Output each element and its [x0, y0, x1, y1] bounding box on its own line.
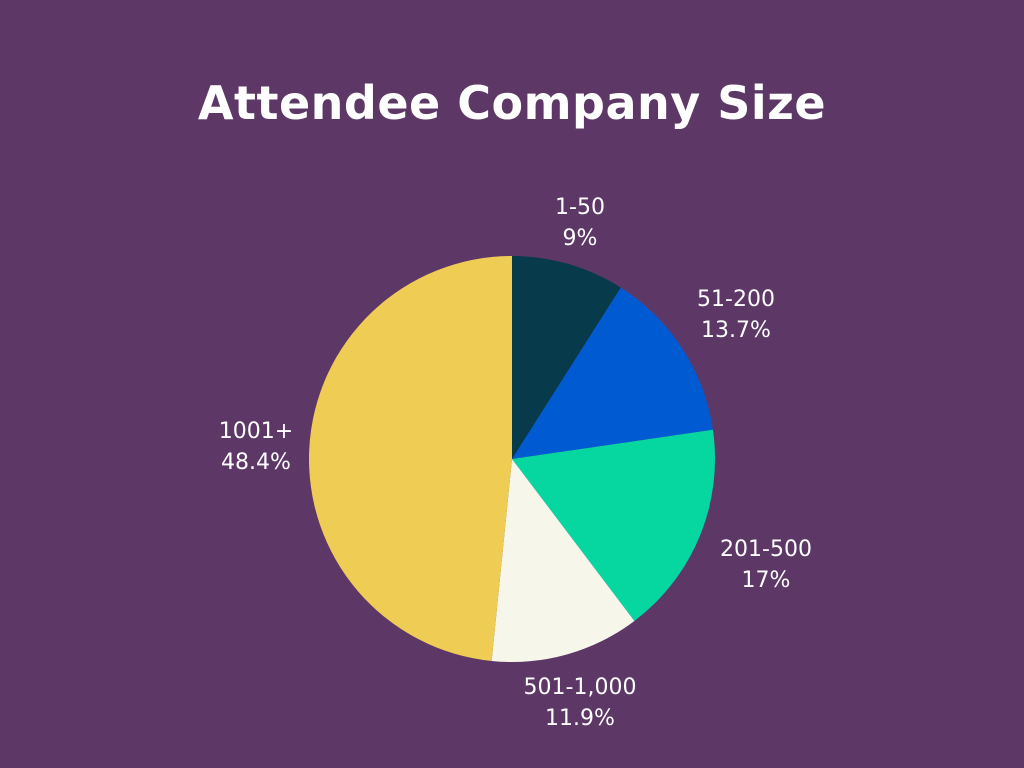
pie-slice-201-500	[512, 429, 716, 621]
chart-title: Attendee Company Size	[197, 76, 827, 130]
slice-category-label: 501-1,000	[523, 675, 637, 700]
slice-label-1-50: 1-50 9%	[490, 192, 670, 254]
slice-value-label: 17%	[741, 568, 791, 593]
slice-category-label: 51-200	[697, 287, 775, 312]
slice-label-201-500: 201-500 17%	[676, 534, 856, 596]
slice-value-label: 9%	[562, 226, 598, 251]
slice-category-label: 1001+	[218, 419, 294, 444]
slice-value-label: 48.4%	[221, 450, 291, 475]
slice-value-label: 11.9%	[545, 706, 615, 731]
pie-slice-1-50	[512, 256, 621, 459]
pie-slice-1001	[309, 256, 512, 661]
pie-slice-501-1-000	[491, 459, 635, 662]
slice-category-label: 201-500	[720, 537, 812, 562]
slice-label-51-200: 51-200 13.7%	[646, 284, 826, 346]
pie-slice-51-200	[512, 287, 713, 459]
slice-value-label: 13.7%	[701, 318, 771, 343]
slice-category-label: 1-50	[555, 195, 605, 220]
slice-label-1001-plus: 1001+ 48.4%	[166, 416, 346, 478]
slice-label-501-1000: 501-1,000 11.9%	[490, 672, 670, 734]
